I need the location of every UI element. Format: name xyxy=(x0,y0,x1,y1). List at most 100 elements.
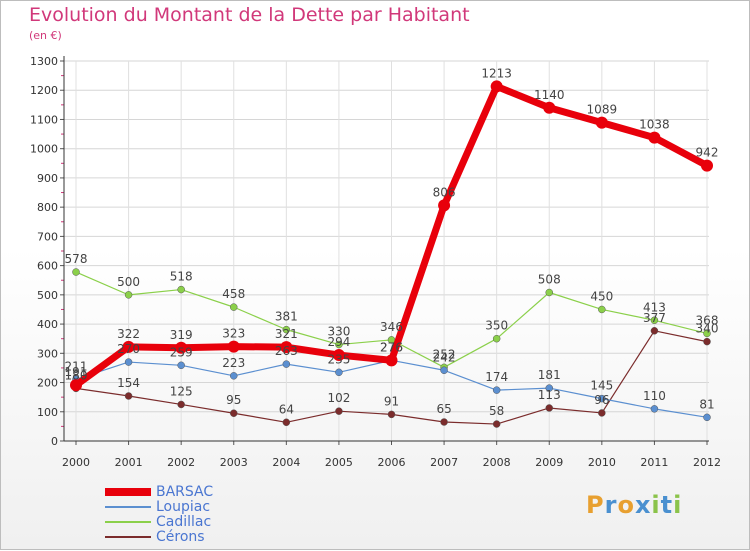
data-label: 96 xyxy=(594,393,609,407)
data-point xyxy=(282,325,291,334)
y-tick-label: 1200 xyxy=(30,84,58,97)
data-point xyxy=(72,268,80,276)
data-label: 259 xyxy=(170,345,193,359)
data-label: 125 xyxy=(170,384,193,398)
data-label: 294 xyxy=(327,335,350,349)
data-point xyxy=(543,101,556,114)
data-label: 381 xyxy=(275,310,298,324)
data-label: 276 xyxy=(380,340,403,354)
y-tick-label: 500 xyxy=(37,289,58,302)
legend-swatch xyxy=(105,506,151,508)
data-label: 942 xyxy=(696,146,719,160)
data-point xyxy=(648,131,661,144)
data-label: 91 xyxy=(384,394,399,408)
y-tick-label: 700 xyxy=(37,230,58,243)
data-point xyxy=(703,337,711,346)
legend-label: Loupiac xyxy=(156,499,211,515)
data-label: 350 xyxy=(485,319,508,333)
data-label: 578 xyxy=(65,252,88,266)
data-label: 270 xyxy=(117,342,140,356)
legend-label: Cadillac xyxy=(156,514,212,530)
x-tick-label: 2010 xyxy=(588,456,616,469)
data-point xyxy=(282,360,291,368)
data-point xyxy=(385,354,398,367)
data-point xyxy=(545,384,553,392)
data-label: 1089 xyxy=(587,103,618,117)
data-label: 113 xyxy=(538,388,561,402)
data-point xyxy=(282,418,291,427)
data-label: 1213 xyxy=(481,66,512,80)
data-point xyxy=(124,392,133,400)
data-label: 81 xyxy=(699,397,714,411)
data-point xyxy=(70,379,82,392)
data-label: 1038 xyxy=(639,118,670,132)
data-label: 174 xyxy=(485,370,508,384)
data-point xyxy=(335,340,343,349)
data-label: 211 xyxy=(65,359,88,373)
data-point xyxy=(595,116,608,129)
data-label: 319 xyxy=(170,328,193,342)
data-label: 368 xyxy=(696,313,719,327)
data-point xyxy=(492,334,501,343)
data-point xyxy=(545,404,553,412)
data-point xyxy=(703,329,711,338)
data-label: 58 xyxy=(489,404,504,418)
y-tick-label: 0 xyxy=(51,435,58,448)
data-point xyxy=(177,285,185,294)
data-point xyxy=(177,361,185,370)
data-point xyxy=(332,349,345,362)
y-tick-label: 800 xyxy=(37,201,58,214)
x-tick-label: 2006 xyxy=(378,456,406,469)
data-label: 340 xyxy=(696,322,719,336)
data-point xyxy=(701,159,713,172)
data-label: 1140 xyxy=(534,88,565,102)
y-tick-label: 200 xyxy=(37,377,58,390)
data-label: 235 xyxy=(327,352,350,366)
y-tick-label: 100 xyxy=(37,406,58,419)
y-tick-label: 900 xyxy=(37,172,58,185)
data-point xyxy=(175,341,188,354)
data-label: 145 xyxy=(590,379,613,393)
x-tick-label: 2007 xyxy=(430,456,458,469)
data-point xyxy=(650,316,659,325)
data-label: 154 xyxy=(117,376,140,390)
legend-swatch xyxy=(105,488,151,496)
data-point xyxy=(335,368,343,377)
data-label: 252 xyxy=(433,347,456,361)
data-label: 102 xyxy=(327,391,350,405)
data-point xyxy=(227,340,240,353)
data-label: 65 xyxy=(436,402,451,416)
data-point xyxy=(440,366,448,375)
data-point xyxy=(124,291,133,299)
data-label: 377 xyxy=(643,311,666,325)
x-tick-label: 2012 xyxy=(693,456,721,469)
data-label: 263 xyxy=(275,344,298,358)
data-label: 458 xyxy=(222,287,245,301)
x-tick-label: 2008 xyxy=(483,456,511,469)
data-label: 95 xyxy=(226,393,241,407)
data-label: 321 xyxy=(275,327,298,341)
data-label: 330 xyxy=(327,325,350,339)
data-label: 346 xyxy=(380,320,403,334)
x-tick-label: 2011 xyxy=(640,456,668,469)
data-point xyxy=(335,407,343,415)
data-label: 191 xyxy=(65,365,88,379)
data-point xyxy=(490,80,503,93)
data-label: 323 xyxy=(222,327,245,341)
y-tick-label: 1000 xyxy=(30,143,58,156)
data-point xyxy=(703,413,711,422)
x-tick-label: 2003 xyxy=(220,456,248,469)
data-point xyxy=(387,410,396,419)
data-label: 242 xyxy=(433,350,456,364)
data-label: 500 xyxy=(117,275,140,289)
data-label: 413 xyxy=(643,300,666,314)
data-label: 276 xyxy=(380,340,403,354)
data-point xyxy=(545,288,553,297)
chart-title: Evolution du Montant de la Dette par Hab… xyxy=(29,4,470,26)
data-point xyxy=(124,358,133,366)
data-label: 223 xyxy=(222,356,245,370)
x-tick-label: 2004 xyxy=(272,456,300,469)
data-point xyxy=(492,386,501,394)
